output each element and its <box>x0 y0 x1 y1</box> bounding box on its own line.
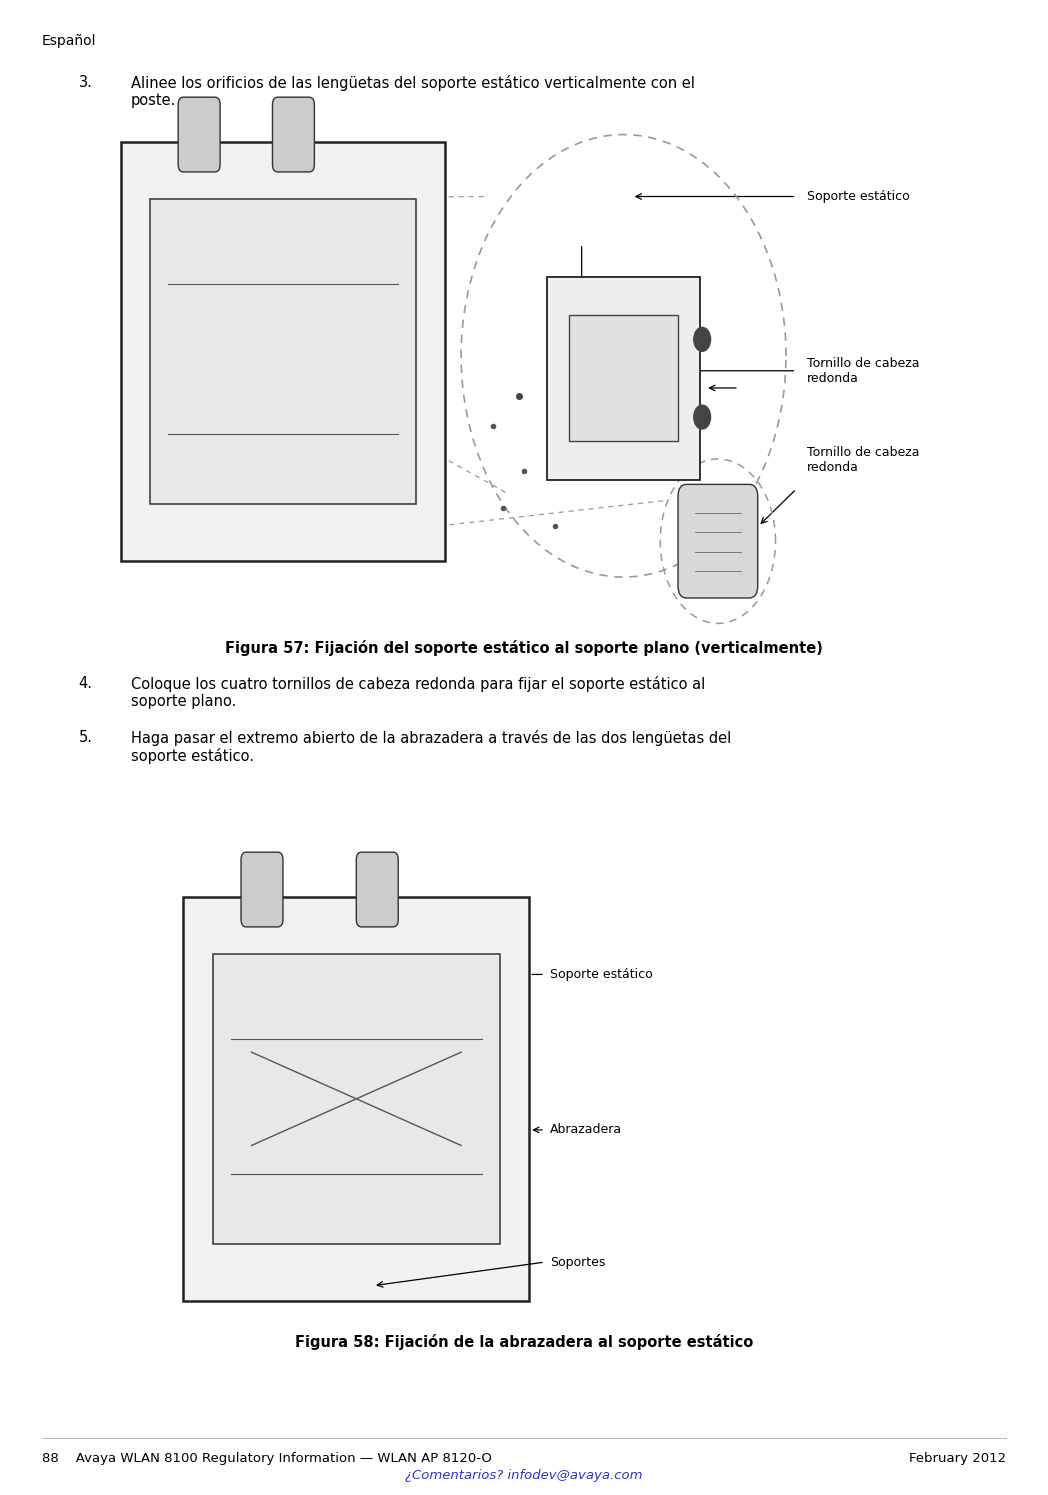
Text: 88    Avaya WLAN 8100 Regulatory Information — WLAN AP 8120-O: 88 Avaya WLAN 8100 Regulatory Informatio… <box>42 1452 492 1465</box>
FancyBboxPatch shape <box>178 97 220 172</box>
FancyBboxPatch shape <box>121 142 445 561</box>
FancyBboxPatch shape <box>150 199 416 504</box>
Text: February 2012: February 2012 <box>909 1452 1006 1465</box>
FancyBboxPatch shape <box>678 484 758 598</box>
Text: Haga pasar el extremo abierto de la abrazadera a través de las dos lengüetas del: Haga pasar el extremo abierto de la abra… <box>131 730 732 764</box>
FancyBboxPatch shape <box>183 897 529 1301</box>
Circle shape <box>694 327 711 351</box>
FancyBboxPatch shape <box>356 852 398 927</box>
Text: Coloque los cuatro tornillos de cabeza redonda para fijar el soporte estático al: Coloque los cuatro tornillos de cabeza r… <box>131 676 705 709</box>
FancyBboxPatch shape <box>213 954 500 1244</box>
FancyBboxPatch shape <box>569 315 678 441</box>
Text: Figura 58: Fijación de la abrazadera al soporte estático: Figura 58: Fijación de la abrazadera al … <box>294 1334 754 1350</box>
Text: Soportes: Soportes <box>550 1256 606 1269</box>
Text: 5.: 5. <box>79 730 92 745</box>
Text: 3.: 3. <box>79 75 92 90</box>
Text: Tornillo de cabeza
redonda: Tornillo de cabeza redonda <box>807 446 919 474</box>
Text: Figura 57: Fijación del soporte estático al soporte plano (verticalmente): Figura 57: Fijación del soporte estático… <box>225 640 823 656</box>
FancyBboxPatch shape <box>547 277 700 480</box>
FancyBboxPatch shape <box>241 852 283 927</box>
Text: Alinee los orificios de las lengüetas del soporte estático verticalmente con el
: Alinee los orificios de las lengüetas de… <box>131 75 695 108</box>
FancyBboxPatch shape <box>272 97 314 172</box>
Text: Tornillo de cabeza
redonda: Tornillo de cabeza redonda <box>807 357 919 384</box>
Text: Español: Español <box>42 34 96 48</box>
Text: Soporte estático: Soporte estático <box>550 967 653 981</box>
Text: ¿Comentarios? infodev@avaya.com: ¿Comentarios? infodev@avaya.com <box>406 1468 642 1482</box>
Text: 4.: 4. <box>79 676 92 691</box>
Text: Abrazadera: Abrazadera <box>550 1123 623 1136</box>
Circle shape <box>694 405 711 429</box>
Text: Soporte estático: Soporte estático <box>807 190 910 203</box>
